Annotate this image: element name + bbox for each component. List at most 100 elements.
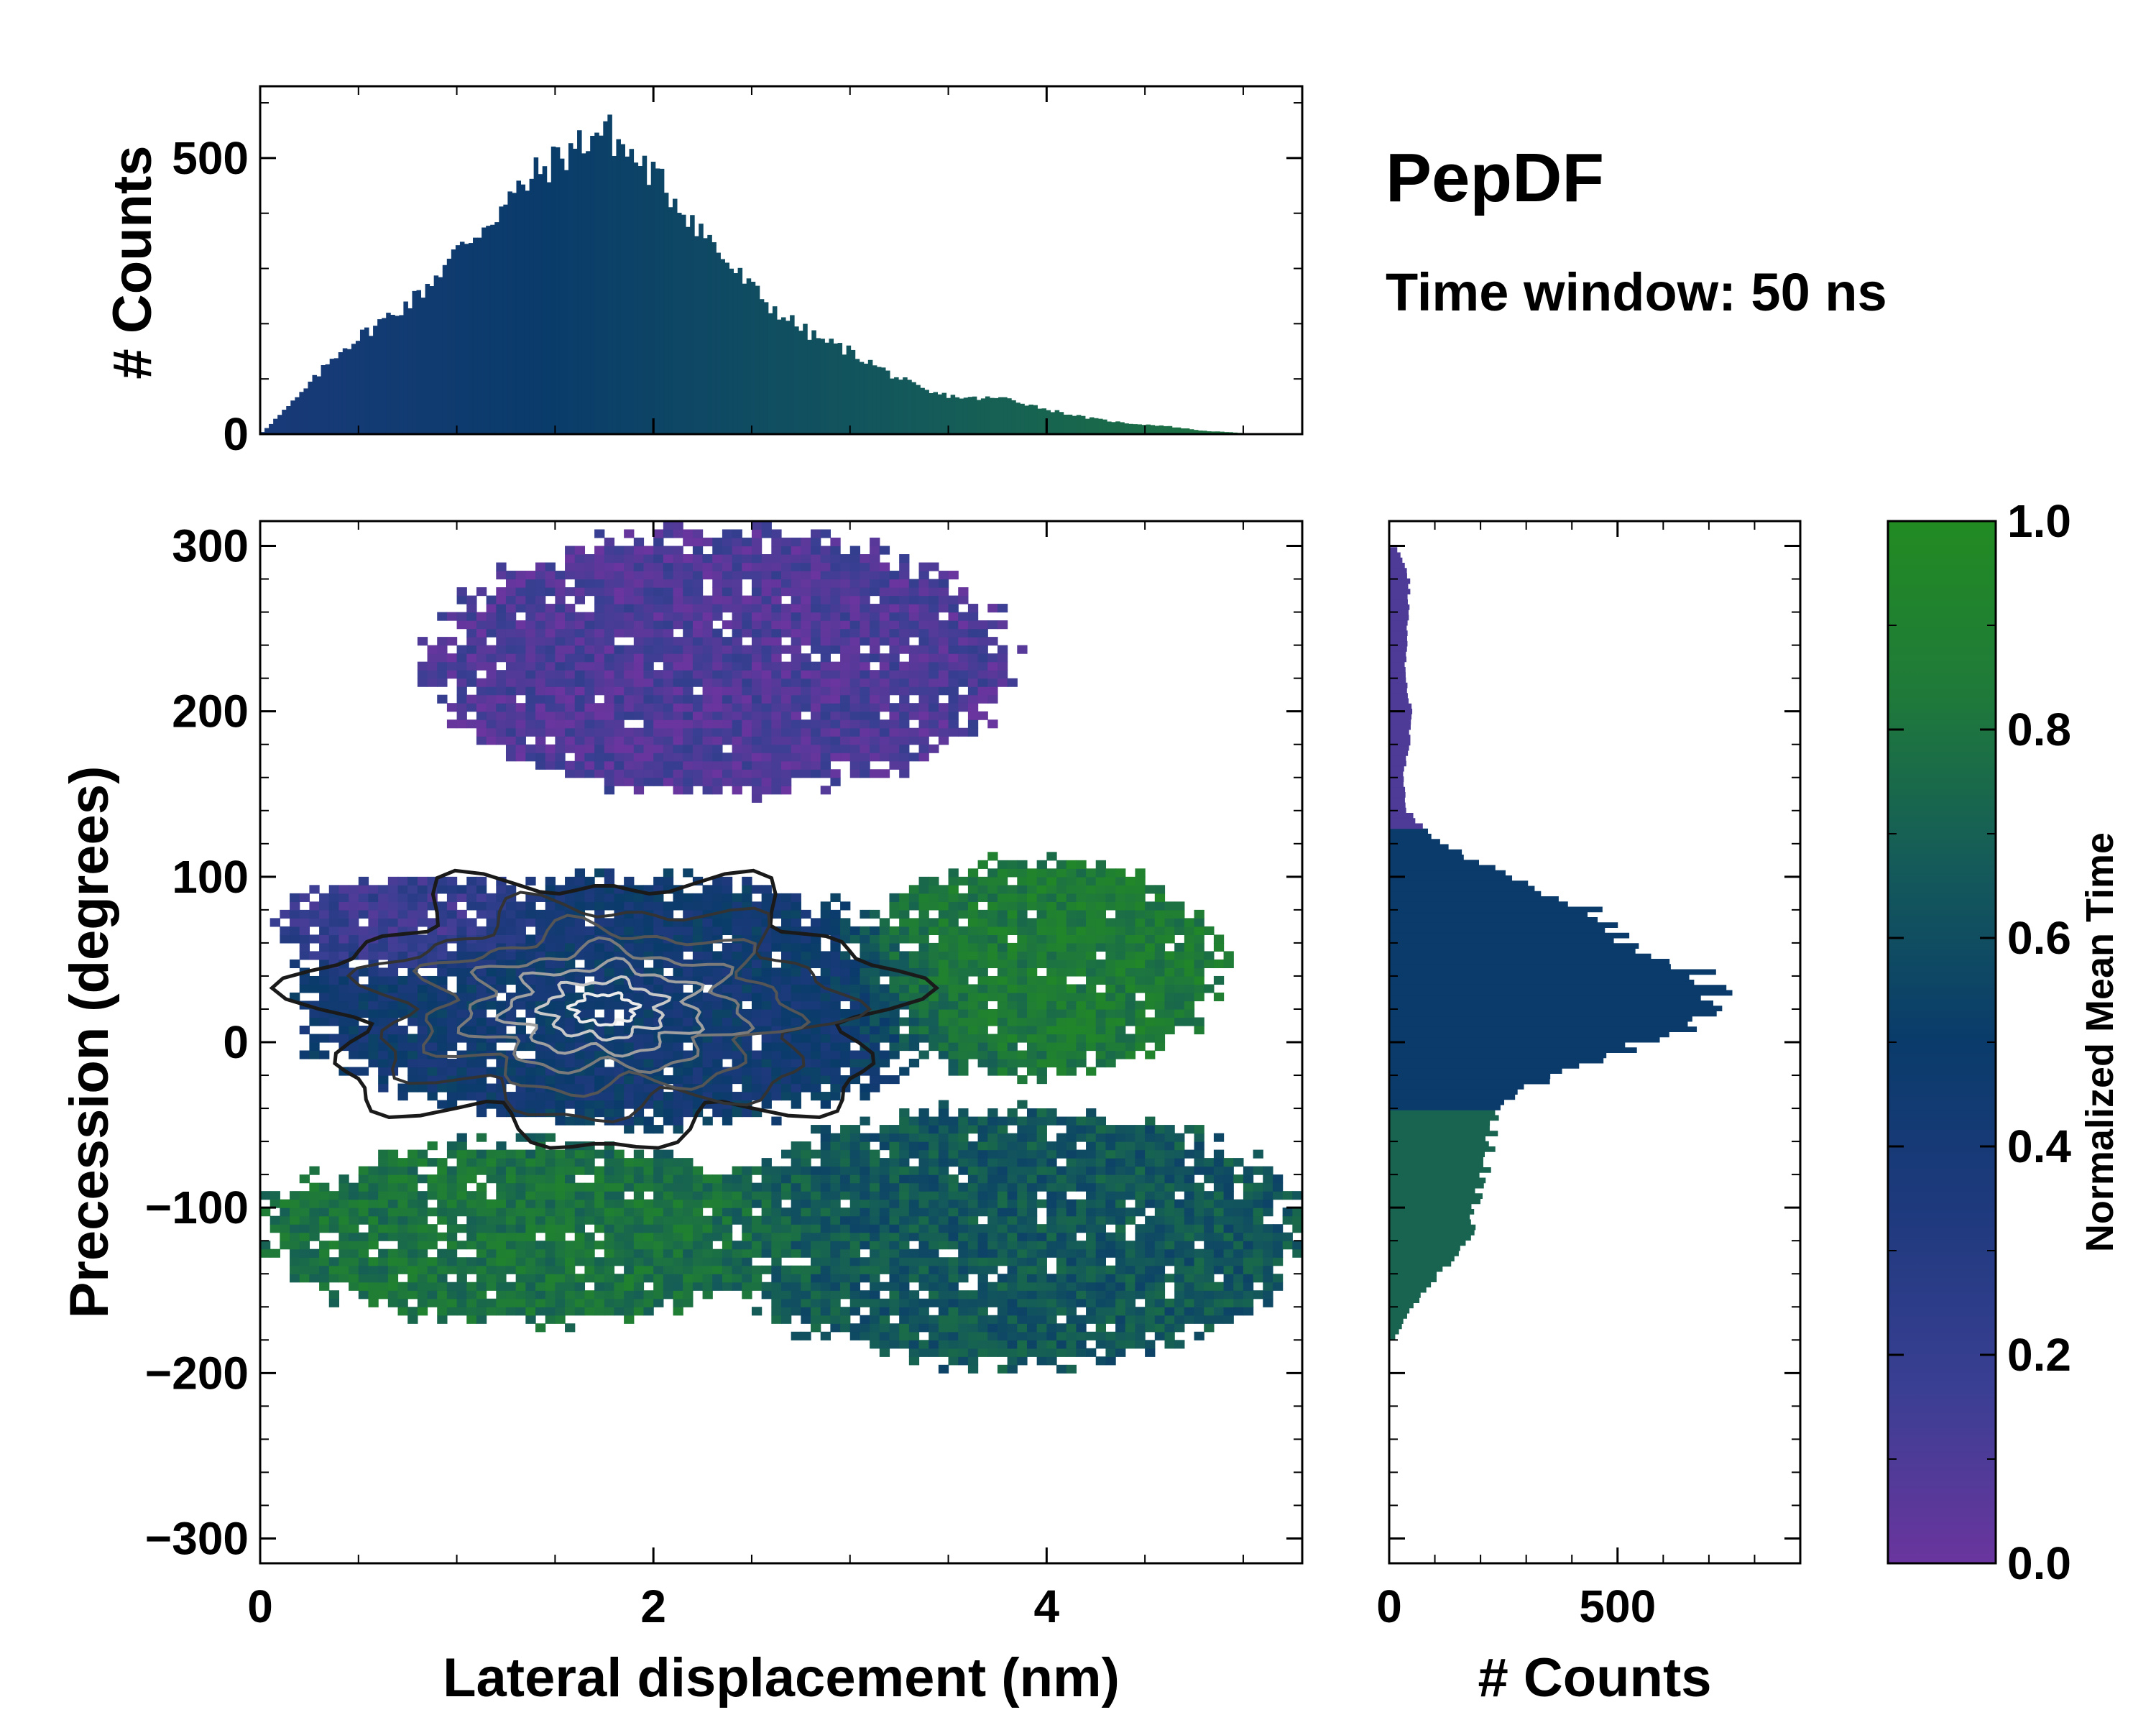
heatmap-cell	[692, 711, 704, 720]
heatmap-cell	[820, 529, 831, 538]
heatmap-cell	[820, 951, 831, 960]
heatmap-cell	[918, 686, 929, 696]
heatmap-cell	[860, 620, 870, 630]
heatmap-cell	[967, 1348, 979, 1357]
heatmap-cell	[938, 951, 949, 960]
heatmap-cell	[722, 686, 733, 696]
heatmap-cell	[692, 1059, 704, 1068]
heatmap-cell	[604, 901, 615, 911]
heatmap-cell	[387, 885, 399, 894]
heatmap-cell	[958, 984, 969, 993]
heatmap-cell	[496, 620, 507, 630]
heatmap-cell	[1007, 1265, 1018, 1274]
heatmap-cell	[742, 686, 752, 696]
heatmap-cell	[781, 1174, 792, 1184]
top-histogram-bar	[303, 388, 308, 434]
heatmap-cell	[446, 1083, 458, 1092]
heatmap-cell	[742, 1257, 752, 1266]
heatmap-cell	[663, 694, 674, 704]
heatmap-cell	[565, 719, 576, 729]
heatmap-cell	[938, 1149, 949, 1159]
heatmap-cell	[987, 852, 998, 861]
heatmap-cell	[771, 620, 782, 630]
heatmap-cell	[496, 1215, 507, 1225]
heatmap-cell	[643, 1257, 654, 1266]
heatmap-cell	[899, 1199, 910, 1208]
heatmap-cell	[653, 604, 664, 613]
heatmap-cell	[673, 694, 683, 704]
heatmap-cell	[476, 876, 487, 886]
heatmap-cell	[761, 1100, 772, 1109]
heatmap-cell	[614, 604, 625, 613]
heatmap-cell	[338, 1257, 349, 1266]
heatmap-cell	[997, 1348, 1008, 1357]
heatmap-cell	[751, 645, 763, 654]
heatmap-cell	[643, 1208, 654, 1217]
heatmap-cell	[908, 934, 920, 944]
heatmap-cell	[387, 1191, 399, 1200]
heatmap-cell	[545, 661, 556, 671]
heatmap-cell	[997, 1340, 1008, 1349]
heatmap-cell	[653, 876, 664, 886]
heatmap-cell	[918, 893, 929, 902]
heatmap-cell	[899, 934, 910, 944]
heatmap-cell	[663, 670, 674, 679]
top-histogram-bar	[1211, 431, 1216, 434]
heatmap-cell	[987, 1340, 998, 1349]
heatmap-cell	[466, 645, 477, 654]
heatmap-cell	[751, 736, 763, 745]
heatmap-cell	[545, 1290, 556, 1300]
top-histogram-bar	[486, 226, 491, 434]
heatmap-cell	[958, 694, 969, 704]
heatmap-cell	[987, 1125, 998, 1134]
heatmap-cell	[987, 1059, 998, 1068]
heatmap-cell	[938, 1108, 949, 1118]
heatmap-cell	[908, 753, 920, 762]
heatmap-cell	[584, 1274, 595, 1283]
heatmap-cell	[712, 753, 723, 762]
heatmap-cell	[663, 744, 674, 753]
heatmap-cell	[742, 1282, 752, 1291]
heatmap-cell	[417, 1257, 428, 1266]
heatmap-cell	[486, 694, 497, 704]
heatmap-cell	[584, 1248, 595, 1258]
heatmap-cell	[387, 1282, 399, 1291]
heatmap-cell	[614, 1199, 625, 1208]
heatmap-cell	[918, 653, 929, 663]
heatmap-cell	[849, 562, 861, 571]
heatmap-cell	[515, 1208, 526, 1217]
heatmap-cell	[643, 620, 654, 630]
heatmap-cell	[997, 959, 1008, 969]
heatmap-cell	[476, 1025, 487, 1035]
heatmap-cell	[525, 1075, 536, 1085]
heatmap-cell	[801, 612, 811, 621]
heatmap-cell	[496, 1224, 507, 1233]
heatmap-cell	[820, 546, 831, 555]
heatmap-cell	[977, 1116, 988, 1126]
heatmap-cell	[643, 975, 654, 985]
heatmap-cell	[811, 1298, 821, 1307]
heatmap-cell	[948, 1149, 959, 1159]
heatmap-cell	[663, 1034, 674, 1043]
heatmap-cell	[663, 868, 674, 878]
heatmap-cell	[387, 1224, 399, 1233]
heatmap-cell	[594, 546, 605, 555]
heatmap-cell	[290, 893, 300, 902]
heatmap-cell	[948, 918, 959, 927]
heatmap-cell	[299, 951, 310, 960]
heatmap-cell	[673, 786, 683, 795]
heatmap-cell	[860, 703, 870, 712]
heatmap-cell	[486, 1092, 497, 1101]
heatmap-cell	[761, 579, 772, 588]
heatmap-cell	[849, 1158, 861, 1167]
heatmap-cell	[387, 1298, 399, 1307]
heatmap-cell	[584, 1232, 595, 1241]
heatmap-cell	[378, 1083, 389, 1092]
heatmap-cell	[702, 1174, 713, 1184]
heatmap-cell	[505, 1257, 517, 1266]
heatmap-cell	[732, 744, 742, 753]
heatmap-cell	[791, 670, 801, 679]
heatmap-cell	[604, 678, 615, 687]
top-histogram-bar	[425, 283, 430, 434]
